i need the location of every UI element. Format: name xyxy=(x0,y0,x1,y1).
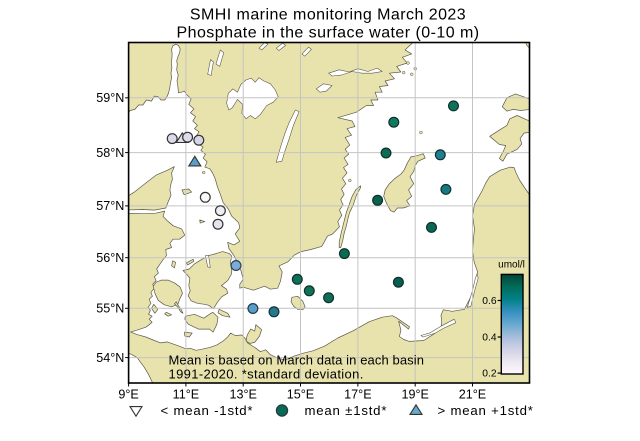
svg-text:59°N: 59°N xyxy=(96,91,124,105)
svg-text:Mean is based on March data in: Mean is based on March data in each basi… xyxy=(169,353,425,368)
svg-text:1991-2020. *standard deviation: 1991-2020. *standard deviation. xyxy=(169,367,364,382)
svg-text:11°E: 11°E xyxy=(173,388,200,402)
svg-text:57°N: 57°N xyxy=(96,199,124,213)
svg-text:54°N: 54°N xyxy=(96,351,124,365)
svg-text:SMHI marine monitoring March 2: SMHI marine monitoring March 2023 xyxy=(190,7,466,24)
svg-text:0.4: 0.4 xyxy=(482,333,497,344)
svg-text:17°E: 17°E xyxy=(344,388,371,402)
svg-text:55°N: 55°N xyxy=(96,302,124,316)
svg-text:> mean +1std*: > mean +1std* xyxy=(438,403,534,418)
svg-text:0.2: 0.2 xyxy=(482,369,497,380)
svg-text:Phosphate in the surface water: Phosphate in the surface water (0-10 m) xyxy=(176,25,479,42)
svg-text:19°E: 19°E xyxy=(401,388,428,402)
svg-text:9°E: 9°E xyxy=(118,388,138,402)
svg-text:0.6: 0.6 xyxy=(482,296,497,307)
svg-text:58°N: 58°N xyxy=(96,146,124,160)
svg-text:mean ±1std*: mean ±1std* xyxy=(305,403,388,418)
svg-text:56°N: 56°N xyxy=(96,251,124,265)
svg-text:< mean -1std*: < mean -1std* xyxy=(161,403,254,418)
svg-text:13°E: 13°E xyxy=(229,388,256,402)
svg-text:15°E: 15°E xyxy=(287,388,314,402)
svg-text:21°E: 21°E xyxy=(459,388,486,402)
svg-text:umol/l: umol/l xyxy=(498,260,525,271)
